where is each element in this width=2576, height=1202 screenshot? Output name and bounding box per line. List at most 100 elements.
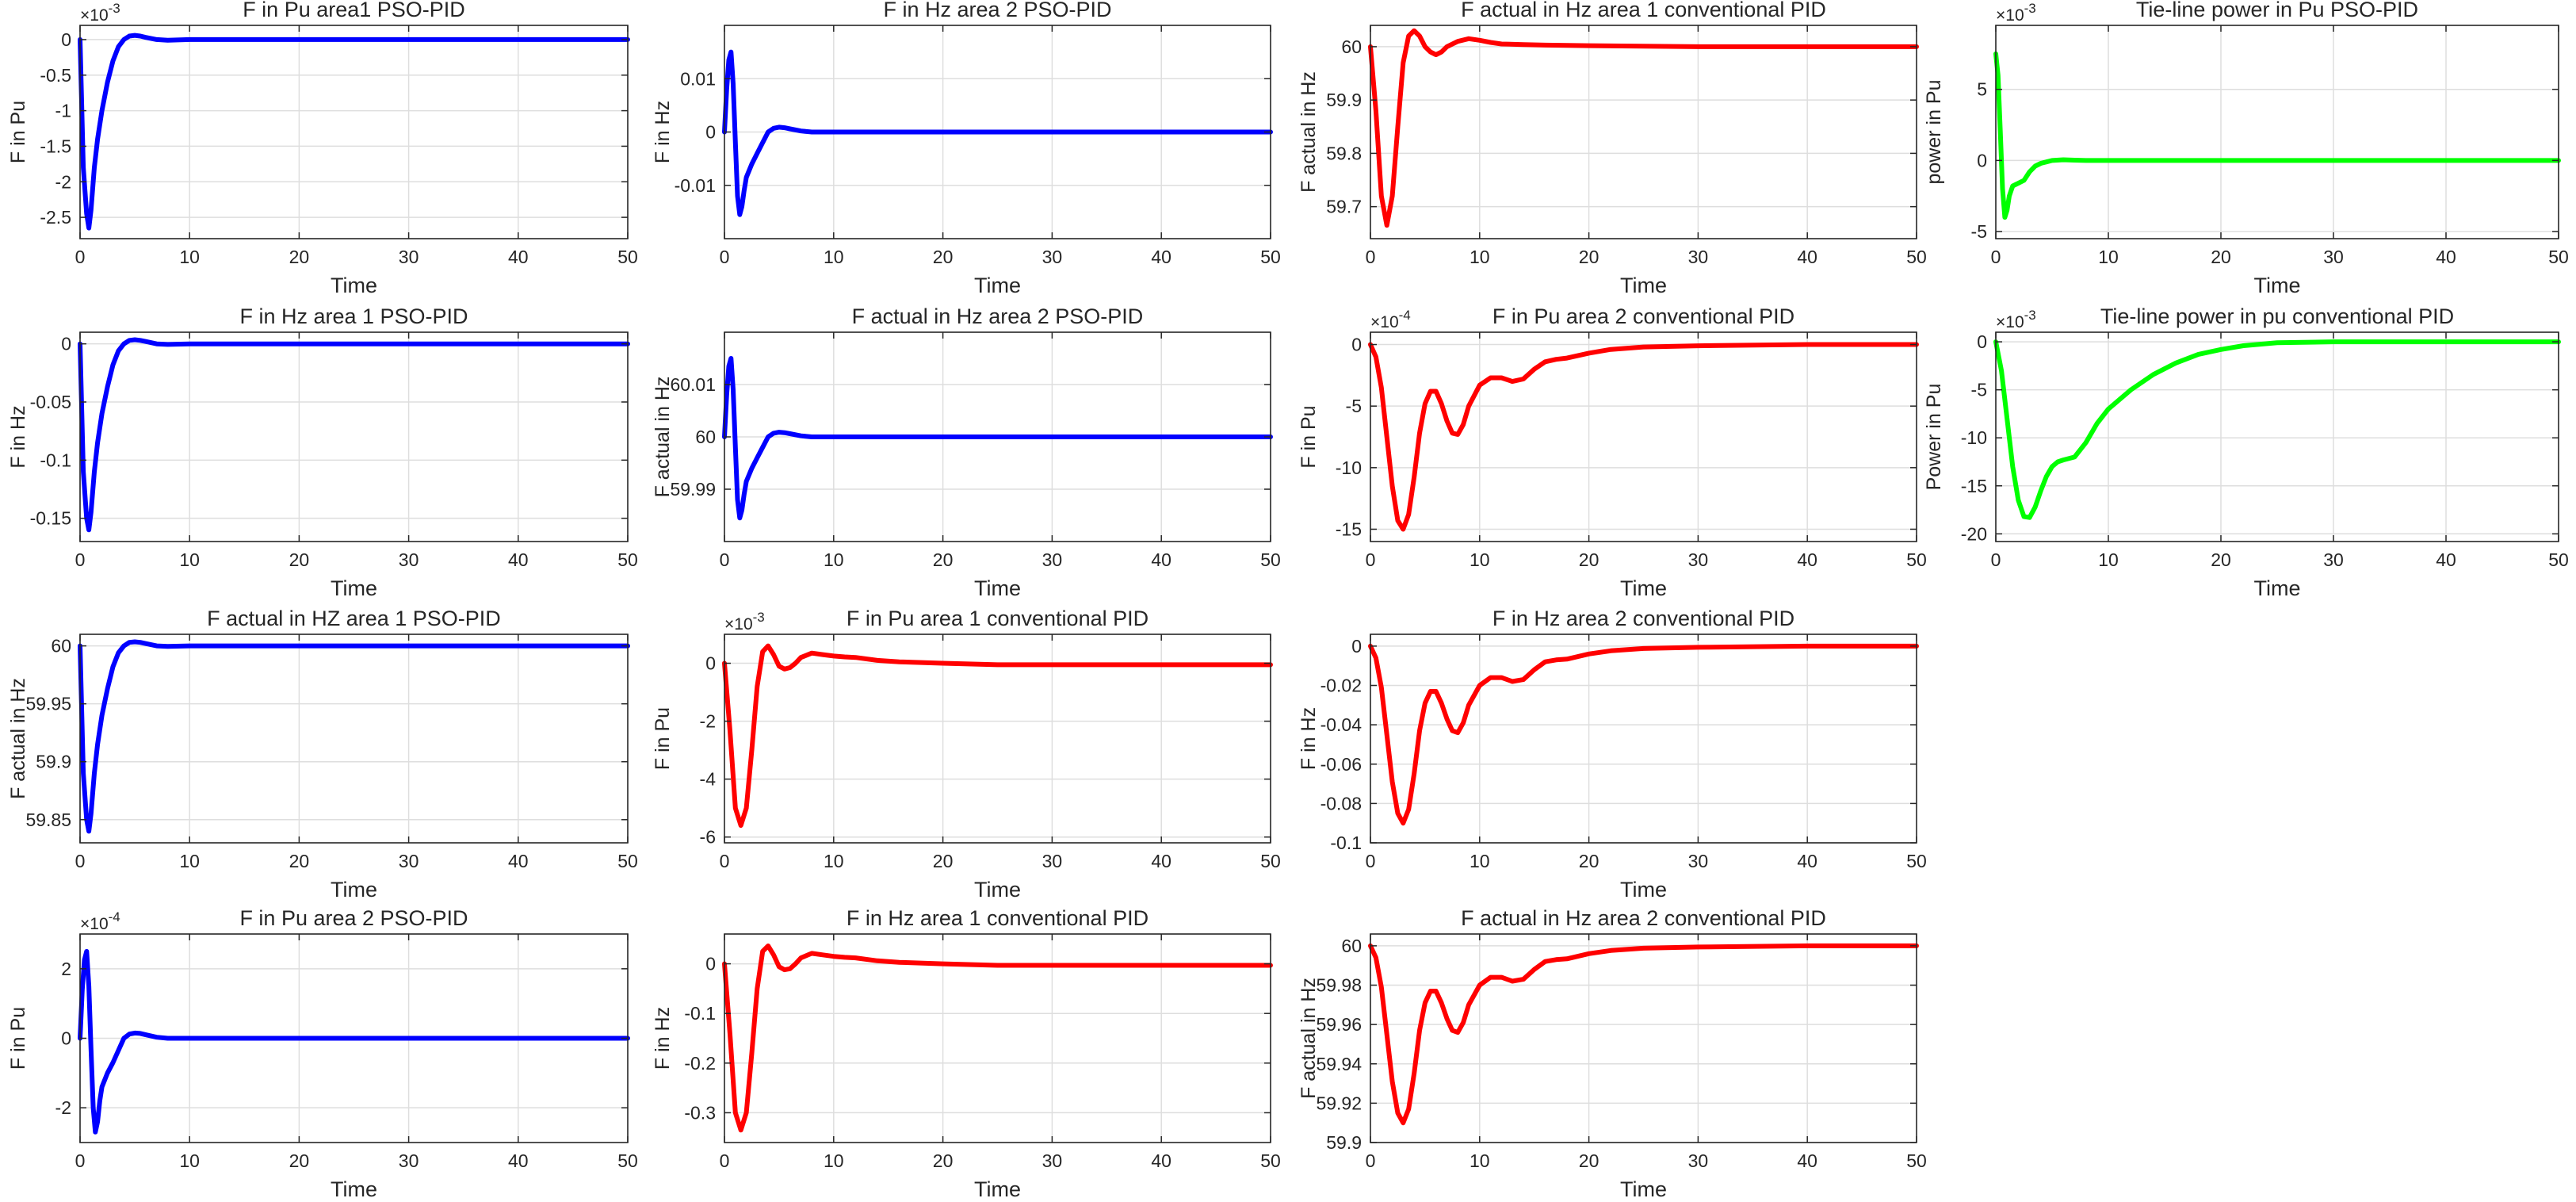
y-tick-label: 59.98 <box>1316 975 1362 996</box>
x-tick-label: 40 <box>1151 549 1171 570</box>
x-tick-label: 10 <box>1470 549 1490 570</box>
plot-area <box>724 634 1271 843</box>
y-tick-label: 60 <box>1341 36 1362 57</box>
series-line <box>722 49 1273 217</box>
y-tick-label: -15 <box>1336 519 1362 539</box>
chart-p6: 0 10 20 30 40 50 60.01 60 59.99 F actual in Hz ar… <box>652 304 1281 600</box>
x-tick-label: 20 <box>1579 247 1599 267</box>
plot-area <box>1370 934 1917 1143</box>
x-tick-label: 50 <box>1906 247 1927 267</box>
axes-box <box>724 634 1271 844</box>
x-tick-label: 40 <box>2436 549 2456 570</box>
x-axis-label: Time <box>2254 576 2301 600</box>
y-tick-label: -2 <box>700 711 716 732</box>
y-tick-label: 0 <box>61 1028 71 1049</box>
y-tick-label: 59.99 <box>670 479 716 500</box>
y-tick-label: -2 <box>55 1097 71 1118</box>
chart-p15: 0 10 20 30 40 50 60 59.98 59.96 59.94 59.92 59.9 F a… <box>1298 906 1927 1201</box>
y-tick-label: -10 <box>1961 427 1987 448</box>
x-tick-label: 40 <box>1151 851 1171 871</box>
x-tick-label: 10 <box>2098 247 2119 267</box>
plot-area <box>1370 25 1917 239</box>
x-tick-label: 10 <box>1470 851 1490 871</box>
x-tick-label: 20 <box>289 549 310 570</box>
series-line <box>78 948 630 1135</box>
y-tick-label: -0.01 <box>675 175 716 196</box>
x-tick-label: 50 <box>2548 247 2569 267</box>
y-tick-label: 59.7 <box>1326 197 1362 217</box>
y-tick-label: 0 <box>1351 636 1362 657</box>
x-tick-label: 10 <box>179 1150 200 1171</box>
y-tick-label: 60 <box>51 636 71 657</box>
x-tick-label: 10 <box>179 247 200 267</box>
y-tick-label: 0 <box>61 334 71 354</box>
chart-title: F in Hz area 1 PSO-PID <box>239 304 468 328</box>
axes-box <box>1995 25 2559 239</box>
y-exponent-label: ×10-3 <box>724 610 765 634</box>
y-exponent-label: ×10-3 <box>80 1 120 25</box>
x-axis-label: Time <box>1620 274 1667 297</box>
x-tick-label: 0 <box>75 1150 86 1171</box>
x-tick-label: 10 <box>179 549 200 570</box>
chart-title: F in Pu area 1 conventional PID <box>847 607 1148 630</box>
y-tick-label: 59.9 <box>36 752 71 772</box>
chart-title: F actual in HZ area 1 PSO-PID <box>207 607 501 630</box>
x-tick-label: 40 <box>1151 1150 1171 1171</box>
y-exponent-label: ×10-3 <box>1996 308 2036 331</box>
plot-area <box>1370 332 1917 542</box>
chart-p2: 0 10 20 30 40 50 0.01 0 -0.01 F in Hz area 2 PSO-… <box>652 0 1281 297</box>
y-tick-label: -0.1 <box>1330 833 1362 853</box>
x-tick-label: 40 <box>1797 549 1817 570</box>
x-tick-label: 40 <box>2436 247 2456 267</box>
series-line <box>1368 643 1919 826</box>
y-tick-label: 5 <box>1977 79 1987 100</box>
axes-box <box>79 331 629 542</box>
x-axis-label: Time <box>974 878 1021 902</box>
x-tick-label: 50 <box>1260 247 1281 267</box>
x-tick-label: 10 <box>1470 1150 1490 1171</box>
y-tick-label: 0 <box>61 29 71 50</box>
chart-title: F in Pu area1 PSO-PID <box>243 0 465 21</box>
chart-p8: 0 10 20 30 40 50 0 -5 -10 -15 -20 ×10-3 Tie-line pow… <box>1923 304 2569 600</box>
x-tick-label: 50 <box>2548 549 2569 570</box>
x-tick-label: 40 <box>1151 247 1171 267</box>
x-tick-label: 50 <box>617 851 638 871</box>
x-tick-label: 40 <box>508 549 529 570</box>
axes-box <box>1370 25 1917 239</box>
x-tick-label: 20 <box>289 1150 310 1171</box>
x-tick-label: 20 <box>2211 247 2231 267</box>
x-tick-label: 30 <box>399 549 419 570</box>
series-line <box>1993 51 2561 220</box>
y-tick-label: -6 <box>700 827 716 848</box>
y-axis-label: F actual in Hz <box>1298 978 1320 1099</box>
x-tick-label: 50 <box>1260 549 1281 570</box>
x-tick-label: 50 <box>1906 851 1927 871</box>
x-tick-label: 20 <box>933 1150 954 1171</box>
x-axis-label: Time <box>1620 1177 1667 1201</box>
x-axis-label: Time <box>2254 274 2301 297</box>
y-tick-label: 59.92 <box>1316 1093 1362 1113</box>
y-tick-label: 0 <box>1977 150 1987 170</box>
x-tick-label: 20 <box>1579 549 1599 570</box>
y-tick-label: 60 <box>695 427 716 447</box>
y-axis-label: Power in Pu <box>1923 384 1945 491</box>
y-axis-label: F in Hz <box>652 101 674 163</box>
plot-area <box>80 332 628 542</box>
y-axis-label: F actual in Hz <box>1298 71 1320 193</box>
chart-title: Tie-line power in Pu PSO-PID <box>2136 0 2418 21</box>
x-tick-label: 30 <box>1688 851 1709 871</box>
x-tick-label: 50 <box>1906 549 1927 570</box>
y-tick-label: -4 <box>700 769 717 790</box>
x-tick-label: 0 <box>1366 549 1376 570</box>
x-tick-label: 0 <box>75 851 86 871</box>
x-tick-label: 0 <box>720 851 730 871</box>
plot-area <box>724 934 1271 1143</box>
series-line <box>78 33 630 231</box>
axes-box <box>79 25 629 239</box>
y-axis-label: F actual in Hz <box>652 377 674 498</box>
y-exponent-label: ×10-3 <box>1996 1 2036 25</box>
y-tick-label: 59.96 <box>1316 1014 1362 1035</box>
x-tick-label: 30 <box>2323 247 2344 267</box>
